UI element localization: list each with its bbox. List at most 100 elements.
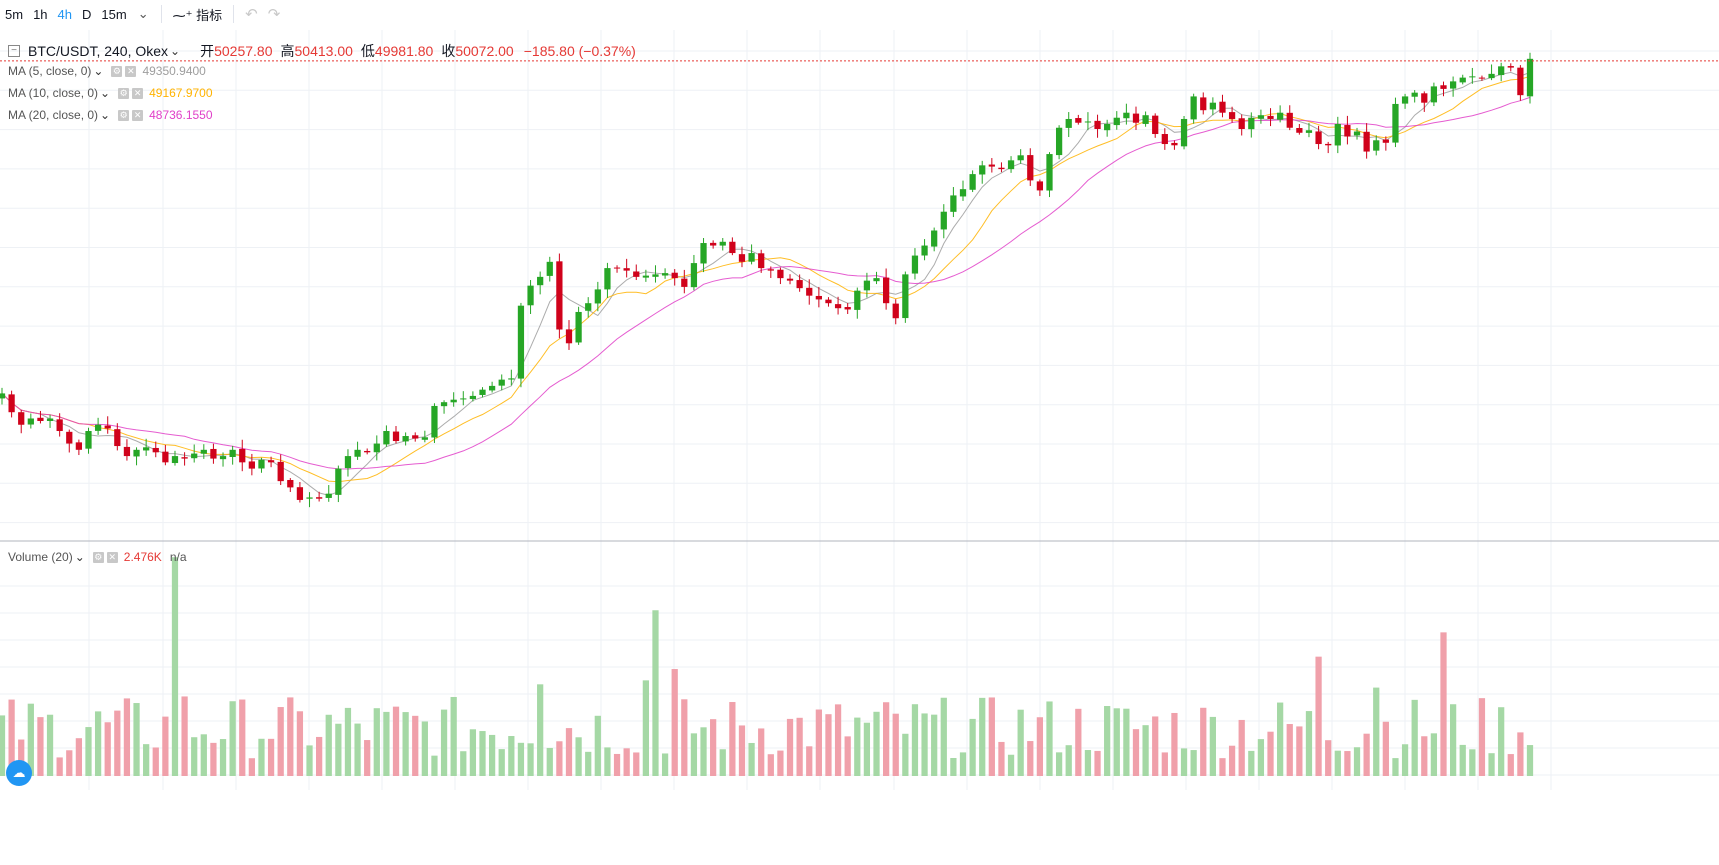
volume-bar xyxy=(1094,750,1101,776)
candle-body xyxy=(537,276,544,286)
candle-body xyxy=(162,451,169,463)
candle-body xyxy=(1411,92,1418,97)
volume-bar xyxy=(354,723,361,776)
candle-body xyxy=(296,487,304,500)
chevron-down-icon[interactable]: ⌄ xyxy=(100,86,111,100)
close-icon[interactable]: ✕ xyxy=(125,65,137,77)
close-icon[interactable]: ✕ xyxy=(132,109,144,121)
candle-body xyxy=(1046,154,1053,191)
volume-bar xyxy=(402,712,409,776)
volume-bar xyxy=(229,701,236,776)
candle-body xyxy=(114,429,121,447)
volume-bar xyxy=(1007,754,1015,776)
volume-na: n/a xyxy=(169,550,187,564)
volume-bar xyxy=(710,719,717,776)
volume-bar xyxy=(959,752,967,776)
interval-15m[interactable]: 15m xyxy=(101,6,127,22)
candle-body xyxy=(1200,97,1207,111)
interval-5m[interactable]: 5m xyxy=(5,6,24,22)
volume-bar xyxy=(815,709,822,776)
volume-bar xyxy=(27,703,34,776)
volume-bar xyxy=(383,711,390,776)
volume-bar xyxy=(1046,701,1053,776)
candle-body xyxy=(671,272,678,279)
undo-icon[interactable]: ↶ xyxy=(245,6,258,23)
volume-bar xyxy=(1498,707,1505,776)
close-icon[interactable]: ✕ xyxy=(132,87,144,99)
volume-bar xyxy=(1036,717,1044,776)
interval-1h[interactable]: 1h xyxy=(33,6,48,22)
volume-bar xyxy=(681,699,688,776)
volume-bar xyxy=(863,722,871,776)
volume-bar xyxy=(316,736,323,776)
candle-body xyxy=(786,278,794,281)
study-value: 49350.9400 xyxy=(142,64,206,78)
redo-icon[interactable]: ↷ xyxy=(267,6,281,23)
settings-icon[interactable]: ⚙ xyxy=(118,87,130,99)
candle-body xyxy=(344,456,352,469)
volume-bar xyxy=(902,733,909,776)
open-label: 开 xyxy=(200,43,215,59)
low-label: 低 xyxy=(360,43,375,59)
candle-body xyxy=(1344,125,1351,137)
volume-bar xyxy=(1161,752,1168,776)
candle-body xyxy=(1392,103,1399,143)
volume-bar xyxy=(1526,745,1534,776)
chevron-down-icon[interactable]: ⌄ xyxy=(100,108,111,122)
collapse-icon[interactable]: − xyxy=(8,45,20,57)
volume-bar xyxy=(979,697,986,776)
candle-body xyxy=(633,271,640,277)
interval-4h[interactable]: 4h xyxy=(57,6,72,22)
volume-bar xyxy=(854,717,861,776)
volume-bar xyxy=(1190,750,1197,776)
volume-bar xyxy=(479,731,486,776)
candle-body xyxy=(8,394,15,413)
candle-body xyxy=(873,278,880,282)
volume-bar xyxy=(75,738,83,776)
settings-icon[interactable]: ⚙ xyxy=(118,109,130,121)
close-icon[interactable]: ✕ xyxy=(106,551,118,563)
volume-bar xyxy=(661,753,669,776)
chevron-down-icon[interactable]: ⌄ xyxy=(93,64,104,78)
symbol-title[interactable]: BTC/USDT, 240, Okex xyxy=(28,43,169,59)
volume-bar xyxy=(56,757,63,776)
candle-body xyxy=(1228,112,1236,119)
chevron-down-icon[interactable]: ⌄ xyxy=(137,6,149,21)
candle-body xyxy=(1219,101,1226,113)
study-legend-ma5[interactable]: MA (5, close, 0) ⌄ ⚙ ✕ 49350.9400 xyxy=(8,64,206,78)
candle-body xyxy=(0,393,6,399)
candle-body xyxy=(200,449,207,454)
volume-bar xyxy=(114,710,121,776)
volume-bar xyxy=(1200,707,1207,776)
settings-icon[interactable]: ⚙ xyxy=(92,551,104,563)
volume-bar xyxy=(460,751,467,776)
indicators-button[interactable]: ⁓⁺ 指标 xyxy=(168,5,228,24)
candle-body xyxy=(1257,115,1265,119)
volume-bar xyxy=(998,741,1005,776)
volume-bar xyxy=(1296,726,1303,776)
tradingview-logo[interactable]: ☁ xyxy=(6,760,32,786)
volume-bar xyxy=(162,716,169,776)
volume-bar xyxy=(1286,724,1293,776)
volume-bar xyxy=(1363,733,1370,776)
candle-body xyxy=(1305,130,1313,133)
volume-bar xyxy=(392,706,400,776)
interval-d[interactable]: D xyxy=(82,6,92,22)
volume-value: 2.476K xyxy=(123,550,162,564)
volume-bar xyxy=(671,669,678,776)
chevron-down-icon[interactable]: ⌄ xyxy=(170,44,181,58)
volume-bar xyxy=(892,713,899,776)
study-legend-ma20[interactable]: MA (20, close, 0) ⌄ ⚙ ✕ 48736.1550 xyxy=(8,108,213,122)
volume-bar xyxy=(575,737,582,776)
candle-body xyxy=(1113,117,1120,126)
volume-bar xyxy=(200,734,207,776)
settings-icon[interactable]: ⚙ xyxy=(111,65,123,77)
candle-body xyxy=(815,295,822,300)
candle-body xyxy=(508,378,515,380)
chevron-down-icon[interactable]: ⌄ xyxy=(74,550,85,564)
study-legend-ma10[interactable]: MA (10, close, 0) ⌄ ⚙ ✕ 49167.9700 xyxy=(8,86,213,100)
candle-body xyxy=(931,230,938,247)
volume-legend[interactable]: Volume (20) ⌄ ⚙ ✕ 2.476K n/a xyxy=(8,550,187,564)
candle-body xyxy=(104,425,111,429)
